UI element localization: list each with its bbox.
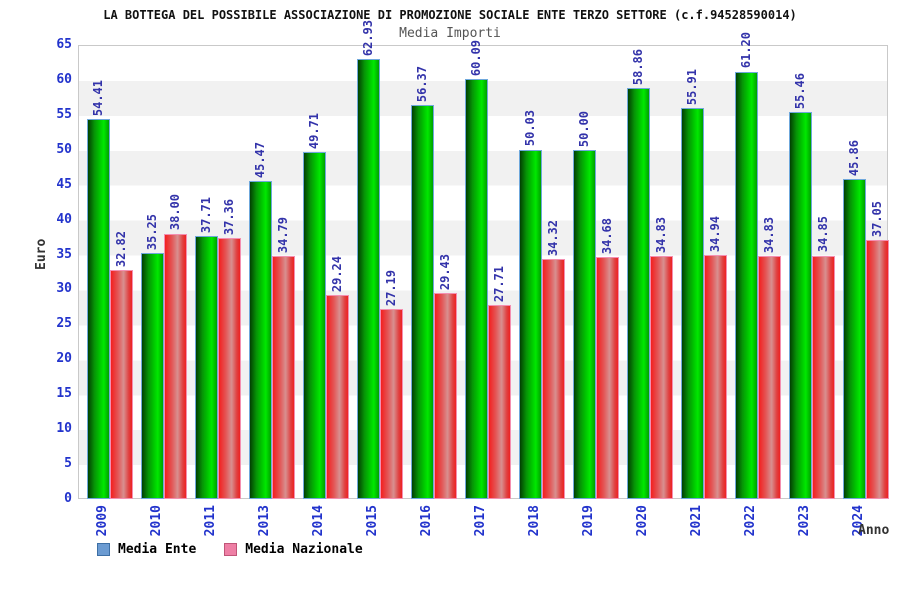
y-tick-35: 35: [56, 246, 72, 262]
x-tick-2010: 2010: [149, 505, 164, 537]
bar-media-ente-2018: [519, 149, 542, 499]
bar-media-nazionale-2023: [812, 255, 835, 499]
x-tick-2011: 2011: [203, 505, 218, 537]
bar-media-nazionale-2010: [164, 233, 187, 499]
y-tick-10: 10: [56, 421, 72, 437]
value-label-media-nazionale-2011: 37.36: [222, 198, 236, 236]
y-tick-45: 45: [56, 176, 72, 192]
x-tick-2017: 2017: [473, 505, 488, 537]
value-label-media-ente-2023: 55.46: [793, 72, 807, 109]
value-label-media-ente-2015: 62.93: [361, 20, 375, 57]
value-label-media-ente-2024: 45.86: [847, 139, 861, 176]
x-tick-2009: 2009: [95, 505, 110, 537]
chart-title: LA BOTTEGA DEL POSSIBILE ASSOCIAZIONE DI…: [103, 8, 797, 22]
bar-media-nazionale-2017: [488, 305, 511, 499]
value-label-media-ente-2018: 50.03: [523, 110, 537, 147]
bar-media-ente-2022: [735, 71, 758, 499]
x-tick-2021: 2021: [689, 505, 704, 537]
value-label-media-nazionale-2014: 29.24: [330, 255, 344, 292]
x-tick-2015: 2015: [365, 505, 380, 537]
value-label-media-ente-2021: 55.91: [685, 69, 699, 106]
y-tick-15: 15: [56, 386, 72, 402]
value-label-media-ente-2016: 56.37: [415, 66, 429, 103]
value-label-media-ente-2013: 45.47: [253, 142, 267, 179]
x-tick-2018: 2018: [527, 505, 542, 537]
bar-media-nazionale-2011: [218, 238, 241, 499]
value-label-media-ente-2010: 35.25: [145, 213, 159, 250]
x-tick-2019: 2019: [581, 505, 596, 537]
y-tick-65: 65: [56, 37, 72, 52]
bar-media-ente-2017: [465, 79, 488, 499]
bar-media-ente-2020: [627, 87, 650, 499]
y-tick-30: 30: [56, 281, 72, 297]
bar-media-ente-2009: [87, 118, 110, 499]
value-label-media-ente-2019: 50.00: [577, 110, 591, 147]
bar-media-ente-2021: [681, 108, 704, 499]
legend-item-media-ente: Media Ente: [97, 542, 196, 557]
legend-item-media-nazionale: Media Nazionale: [224, 542, 363, 557]
value-label-media-ente-2022: 61.20: [739, 32, 753, 69]
bar-media-ente-2014: [303, 151, 326, 499]
value-label-media-nazionale-2023: 34.85: [816, 216, 830, 253]
bar-media-ente-2016: [411, 105, 434, 499]
bar-media-nazionale-2014: [326, 294, 349, 499]
bar-media-nazionale-2018: [542, 259, 565, 499]
y-tick-60: 60: [56, 71, 72, 87]
bar-media-ente-2024: [843, 178, 866, 499]
value-label-media-nazionale-2015: 27.19: [384, 269, 398, 307]
value-label-media-nazionale-2022: 34.83: [762, 216, 776, 253]
bar-media-nazionale-2022: [758, 255, 781, 499]
value-label-media-nazionale-2024: 37.05: [870, 201, 884, 238]
bar-media-ente-2010: [141, 252, 164, 499]
x-tick-2016: 2016: [419, 505, 434, 537]
media-ente-swatch-icon: [97, 543, 110, 556]
value-label-media-ente-2017: 60.09: [469, 40, 483, 77]
y-tick-20: 20: [56, 351, 72, 367]
legend: Media Ente Media Nazionale: [97, 542, 381, 557]
bar-media-nazionale-2013: [272, 256, 295, 499]
y-tick-0: 0: [64, 491, 72, 506]
bar-media-ente-2019: [573, 149, 596, 499]
x-axis-title: Anno: [858, 523, 890, 538]
x-tick-2013: 2013: [257, 505, 272, 537]
bar-media-ente-2011: [195, 235, 218, 499]
media-nazionale-swatch-icon: [224, 543, 238, 556]
x-tick-2023: 2023: [797, 505, 812, 537]
bar-media-ente-2023: [789, 111, 812, 499]
bar-media-nazionale-2016: [434, 293, 457, 499]
value-label-media-nazionale-2021: 34.94: [708, 215, 722, 252]
legend-label-media-ente: Media Ente: [118, 542, 197, 557]
value-label-media-nazionale-2020: 34.83: [654, 216, 668, 253]
chart-subtitle: Media Importi: [399, 26, 501, 41]
value-label-media-nazionale-2013: 34.79: [276, 216, 290, 254]
value-label-media-nazionale-2019: 34.68: [600, 217, 614, 254]
y-tick-55: 55: [56, 106, 72, 122]
bar-media-nazionale-2024: [866, 240, 889, 499]
bar-media-ente-2015: [357, 59, 380, 499]
bar-media-ente-2013: [249, 181, 272, 499]
value-label-media-nazionale-2016: 29.43: [438, 254, 452, 291]
value-label-media-ente-2011: 37.71: [199, 196, 213, 233]
value-label-media-nazionale-2009: 32.82: [114, 230, 128, 267]
bar-media-nazionale-2009: [110, 269, 133, 499]
y-tick-5: 5: [64, 456, 72, 472]
y-tick-40: 40: [56, 211, 72, 227]
value-label-media-ente-2014: 49.71: [307, 112, 321, 149]
x-tick-2022: 2022: [743, 505, 758, 537]
legend-label-media-nazionale: Media Nazionale: [245, 542, 363, 557]
bar-media-nazionale-2019: [596, 256, 619, 499]
value-label-media-nazionale-2018: 34.32: [546, 220, 560, 257]
y-tick-25: 25: [56, 316, 72, 332]
value-label-media-nazionale-2010: 38.00: [168, 194, 182, 231]
value-label-media-nazionale-2017: 27.71: [492, 266, 506, 303]
bar-media-nazionale-2015: [380, 309, 403, 499]
bar-media-nazionale-2021: [704, 254, 727, 499]
bar-media-nazionale-2020: [650, 255, 673, 499]
y-tick-50: 50: [56, 141, 72, 157]
x-tick-2020: 2020: [635, 505, 650, 537]
value-label-media-ente-2020: 58.86: [631, 48, 645, 85]
value-label-media-ente-2009: 54.41: [91, 79, 105, 116]
x-tick-2014: 2014: [311, 505, 326, 537]
